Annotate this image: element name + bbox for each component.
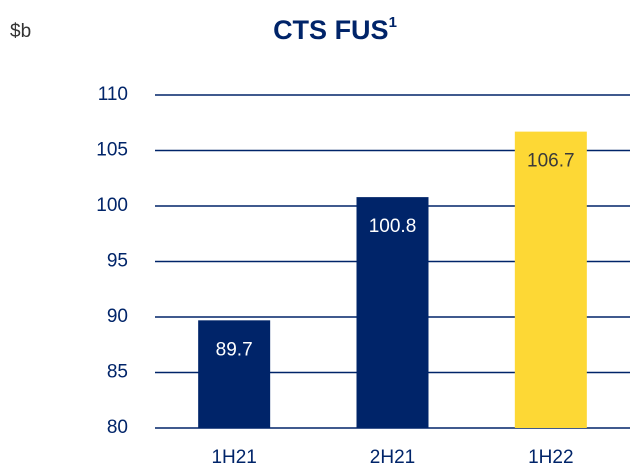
y-tick-label: 90: [107, 306, 128, 327]
y-tick-label: 100: [96, 195, 128, 216]
x-tick-label: 1H21: [211, 447, 256, 468]
y-tick-label: 85: [107, 362, 128, 383]
chart-title: CTS FUS1: [273, 14, 397, 45]
y-tick-label: 95: [107, 251, 128, 272]
x-tick-label: 2H21: [370, 447, 415, 468]
y-tick-label: 110: [98, 84, 128, 105]
chart-title-text: CTS FUS: [273, 15, 389, 45]
bar: [356, 197, 429, 428]
bar: [198, 320, 271, 428]
unit-label: $b: [10, 21, 31, 42]
data-label: 100.8: [369, 216, 417, 237]
y-tick-label: 105: [96, 140, 128, 161]
chart-title-superscript: 1: [389, 14, 397, 31]
y-tick-label: 80: [107, 417, 128, 438]
data-label: 106.7: [527, 151, 575, 172]
data-label: 89.7: [216, 339, 253, 360]
bar: [514, 131, 587, 428]
x-tick-label: 1H22: [528, 447, 573, 468]
